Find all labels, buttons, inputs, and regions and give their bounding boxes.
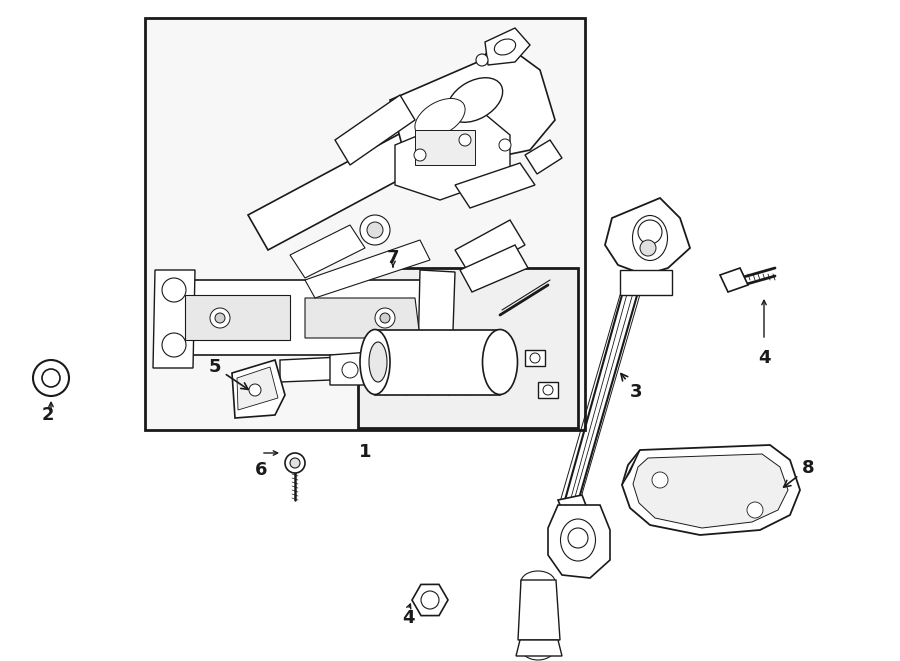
Ellipse shape xyxy=(482,329,518,395)
Circle shape xyxy=(568,528,588,548)
Polygon shape xyxy=(163,280,440,355)
Circle shape xyxy=(42,369,60,387)
Circle shape xyxy=(414,149,426,161)
Circle shape xyxy=(360,215,390,245)
Polygon shape xyxy=(455,163,535,208)
Polygon shape xyxy=(185,295,290,340)
Polygon shape xyxy=(153,270,195,368)
Text: 8: 8 xyxy=(784,459,814,487)
Polygon shape xyxy=(232,360,285,418)
Bar xyxy=(415,130,475,165)
Text: 5: 5 xyxy=(209,358,248,389)
Polygon shape xyxy=(605,198,690,275)
Text: 7: 7 xyxy=(387,249,400,267)
Text: 2: 2 xyxy=(41,406,54,424)
Polygon shape xyxy=(620,270,672,295)
Circle shape xyxy=(459,134,471,146)
Text: 4: 4 xyxy=(401,609,414,627)
Polygon shape xyxy=(395,110,510,200)
Polygon shape xyxy=(633,454,788,528)
Polygon shape xyxy=(516,640,562,656)
Circle shape xyxy=(367,222,383,238)
Polygon shape xyxy=(538,382,558,398)
Ellipse shape xyxy=(521,594,555,618)
Circle shape xyxy=(747,502,763,518)
Circle shape xyxy=(640,240,656,256)
Polygon shape xyxy=(248,80,520,250)
Circle shape xyxy=(421,591,439,609)
Ellipse shape xyxy=(521,615,555,641)
Ellipse shape xyxy=(633,215,668,260)
Polygon shape xyxy=(622,445,800,535)
Circle shape xyxy=(285,453,305,473)
Bar xyxy=(145,18,585,430)
Ellipse shape xyxy=(494,39,516,55)
Circle shape xyxy=(290,458,300,468)
Polygon shape xyxy=(305,298,420,338)
Circle shape xyxy=(162,278,186,302)
Circle shape xyxy=(342,362,358,378)
Ellipse shape xyxy=(360,329,390,395)
Ellipse shape xyxy=(447,78,503,122)
Ellipse shape xyxy=(369,342,387,382)
Polygon shape xyxy=(720,268,748,292)
Polygon shape xyxy=(525,140,562,174)
Polygon shape xyxy=(518,580,560,640)
Circle shape xyxy=(476,54,488,66)
Circle shape xyxy=(215,313,225,323)
Polygon shape xyxy=(418,270,455,360)
Text: 4: 4 xyxy=(758,349,770,367)
Ellipse shape xyxy=(521,571,555,593)
Bar xyxy=(358,268,578,428)
Circle shape xyxy=(375,308,395,328)
Polygon shape xyxy=(558,495,607,568)
Polygon shape xyxy=(460,245,528,292)
Polygon shape xyxy=(280,355,382,382)
Ellipse shape xyxy=(561,519,596,561)
Polygon shape xyxy=(485,28,530,65)
Circle shape xyxy=(380,313,390,323)
Polygon shape xyxy=(237,367,278,410)
Polygon shape xyxy=(305,240,430,298)
Bar xyxy=(375,330,500,395)
Circle shape xyxy=(652,472,668,488)
Circle shape xyxy=(638,220,662,244)
Circle shape xyxy=(33,360,69,396)
Polygon shape xyxy=(335,95,415,165)
Polygon shape xyxy=(455,220,525,275)
Ellipse shape xyxy=(521,636,555,660)
Circle shape xyxy=(530,353,540,363)
Polygon shape xyxy=(525,350,545,366)
Polygon shape xyxy=(390,48,555,175)
Text: 3: 3 xyxy=(621,373,643,401)
Polygon shape xyxy=(548,505,610,578)
Polygon shape xyxy=(622,450,640,485)
Text: 1: 1 xyxy=(359,443,371,461)
Polygon shape xyxy=(290,225,365,278)
Circle shape xyxy=(249,384,261,396)
Circle shape xyxy=(162,333,186,357)
Polygon shape xyxy=(330,352,372,385)
Circle shape xyxy=(543,385,553,395)
Text: 6: 6 xyxy=(255,461,267,479)
Circle shape xyxy=(210,308,230,328)
Circle shape xyxy=(499,139,511,151)
Ellipse shape xyxy=(415,98,465,137)
